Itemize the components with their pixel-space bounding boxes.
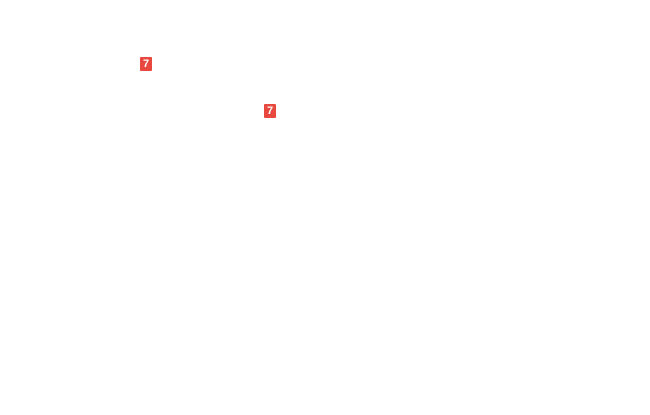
callout-badge-7-b[interactable]: 7 [264,104,276,118]
callout-badge-7-a[interactable]: 7 [140,57,152,71]
